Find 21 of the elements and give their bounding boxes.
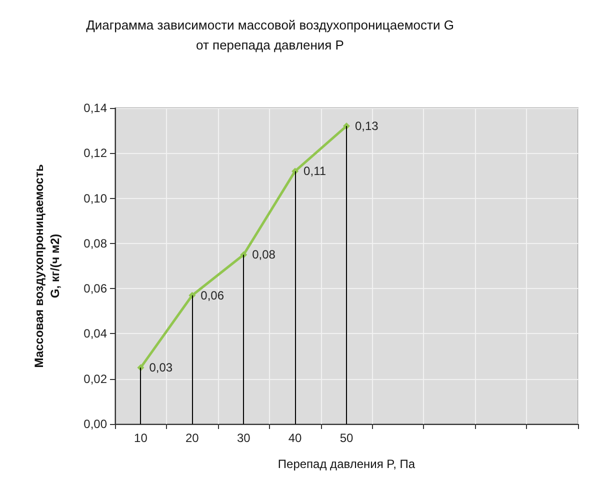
x-tick-label: 50 xyxy=(340,431,354,445)
y-tick-label: 0,14 xyxy=(84,101,108,115)
y-tick-label: 0,00 xyxy=(84,417,108,431)
y-tick-label: 0,08 xyxy=(84,236,108,250)
y-tick-label: 0,10 xyxy=(84,191,108,206)
y-tick-label: 0,02 xyxy=(84,372,108,386)
data-label: 0,03 xyxy=(149,360,173,375)
chart-title: Диаграмма зависимости массовой воздухопроницаемости G от перепада давления P xyxy=(86,18,454,52)
x-tick-label: 10 xyxy=(134,431,148,445)
data-label: 0,08 xyxy=(252,248,276,262)
data-label: 0,11 xyxy=(304,164,326,178)
y-axis-title: Массовая воздухопроницаемость G, кг/(ч м2) xyxy=(32,164,62,368)
y-tick-label: 0,04 xyxy=(84,326,108,341)
x-tick-label: 40 xyxy=(288,431,302,445)
y-tick-label: 0,06 xyxy=(84,282,108,296)
data-label: 0,06 xyxy=(200,288,224,302)
x-tick-label: 30 xyxy=(236,431,251,445)
x-tick-label: 20 xyxy=(185,431,200,445)
data-label: 0,13 xyxy=(355,119,379,134)
y-tick-label: 0,12 xyxy=(84,146,108,160)
x-axis-title: Перепад давления P, Па xyxy=(278,457,416,471)
